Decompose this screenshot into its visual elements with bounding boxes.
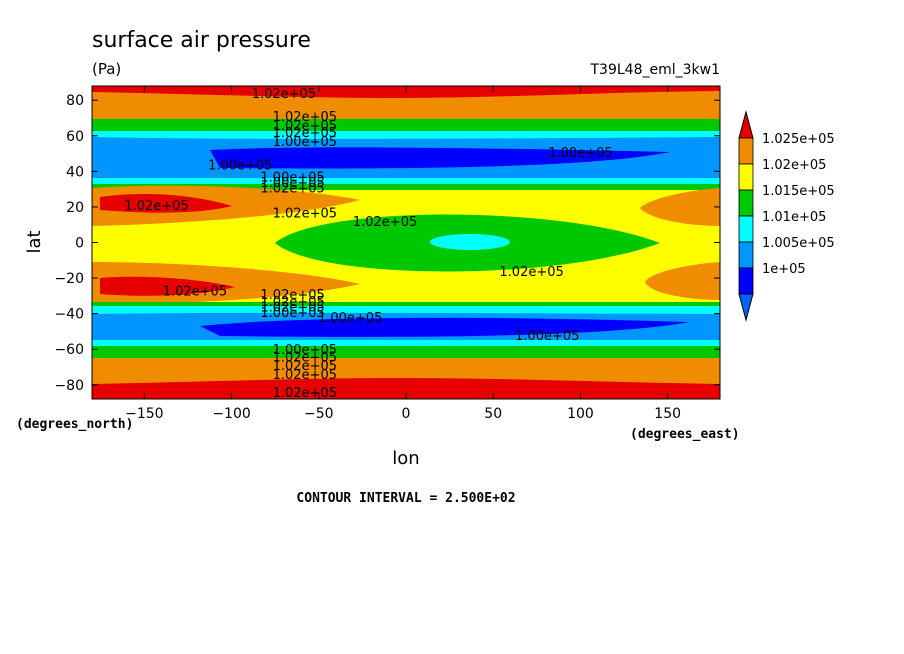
pressure-field	[92, 86, 720, 399]
colorbar-top-arrow	[738, 110, 754, 139]
band-north-cyan2	[92, 178, 720, 186]
contour-label: 1.02e+05	[273, 126, 337, 141]
band-north-green	[92, 119, 720, 133]
contour-label: 1.02e+05	[163, 285, 227, 300]
x-tick-label: −100	[212, 406, 250, 422]
contour-label: 1.00e+05	[548, 146, 612, 161]
band-north-low-core	[210, 147, 670, 169]
x-axis-ticks: −150 −100 −50 0 50 100 150	[125, 86, 681, 422]
colorbar-bottom-arrow	[738, 293, 754, 322]
contour-label-group: 1.02e+051.02e+051.02e+051.02e+051.00e+05…	[124, 87, 612, 401]
y-tick-label: −40	[54, 307, 84, 323]
contour-label: 1.02e+05	[273, 386, 337, 401]
y-tick-label: −60	[54, 342, 84, 358]
colorbar-level-label: 1.005e+05	[762, 236, 835, 251]
colorbar-swatch	[738, 137, 754, 165]
contour-label: 1.02e+05	[124, 199, 188, 214]
band-south-green2	[92, 346, 720, 360]
contour-label: 1.02e+05	[252, 87, 316, 102]
contour-label: 1.00e+05	[260, 176, 324, 191]
band-north-cyan	[92, 131, 720, 139]
equatorial-low-core	[430, 234, 510, 250]
x-tick-label: −50	[304, 406, 334, 422]
contour-label: 1.02e+05	[260, 295, 324, 310]
x-axis-label: lon	[392, 448, 419, 469]
contour-label: 1.00e+05	[260, 306, 324, 321]
colorbar-swatch	[738, 163, 754, 191]
x-tick-label: 50	[484, 406, 502, 422]
contour-label: 1.00e+05	[273, 135, 337, 150]
contour-label: 1.00e+05	[260, 171, 324, 186]
contour-interval-label: CONTOUR INTERVAL = 2.500E+02	[296, 491, 515, 506]
colorbar-level-label: 1e+05	[762, 262, 806, 277]
x-tick-label: −150	[125, 406, 163, 422]
y-tick-label: 80	[66, 93, 84, 109]
contour-label: 1.02e+05	[273, 350, 337, 365]
band-south-cyan2	[92, 340, 720, 348]
contour-label: 1.00e+05	[208, 158, 272, 173]
y-tick-label: −20	[54, 271, 84, 287]
chart-title: surface air pressure	[92, 28, 311, 53]
colorbar-swatch	[738, 189, 754, 217]
colorbar-level-label: 1.01e+05	[762, 210, 826, 225]
colorbar-level-label: 1.02e+05	[762, 158, 826, 173]
y-tick-label: 40	[66, 164, 84, 180]
high-cell-north-west-core	[100, 193, 232, 213]
colorbar-level-label: 1.025e+05	[762, 132, 835, 147]
y-units-label: (degrees_north)	[16, 417, 133, 432]
chart-units: (Pa)	[92, 60, 121, 78]
x-tick-label: 0	[402, 406, 411, 422]
contour-label: 1.02e+05	[260, 288, 324, 303]
y-tick-label: 60	[66, 129, 84, 145]
colorbar-swatch	[738, 267, 754, 295]
band-north-green2	[92, 184, 720, 190]
band-south-green	[92, 302, 720, 308]
contour-label: 1.02e+05	[273, 119, 337, 134]
contour-label: 1.02e+05	[499, 265, 563, 280]
experiment-label: T39L48_eml_3kw1	[590, 62, 721, 78]
high-cell-north-east	[640, 188, 720, 226]
contour-label: 1.00e+05	[273, 343, 337, 358]
high-cell-south-east	[645, 262, 720, 300]
contour-label: 1.02e+05	[353, 215, 417, 230]
colorbar: 1.025e+05 1.02e+05 1.015e+05 1.01e+05 1.005e…	[738, 110, 835, 322]
y-tick-label: 0	[75, 236, 84, 252]
contour-label: 1.02e+05	[260, 181, 324, 196]
contour-label: 1.02e+05	[273, 206, 337, 221]
y-tick-label: −80	[54, 378, 84, 394]
contour-label: 1.02e+05	[273, 368, 337, 383]
high-cell-south-west-core	[100, 276, 235, 296]
y-axis-ticks: 80 60 40 20 0 −20 −40 −60 −80	[54, 93, 720, 394]
colorbar-swatch	[738, 241, 754, 269]
contour-label: 1.02e+05	[273, 110, 337, 125]
contour-label: 1.00e+05	[318, 311, 382, 326]
x-units-label: (degrees_east)	[630, 427, 740, 442]
band-south-high-red	[92, 378, 720, 399]
contour-label: 1.00e+05	[515, 329, 579, 344]
colorbar-swatch	[738, 215, 754, 243]
contour-label: 1.02e+05	[273, 359, 337, 374]
x-tick-label: 150	[654, 406, 681, 422]
band-south-low-core	[200, 317, 690, 337]
colorbar-level-label: 1.015e+05	[762, 184, 835, 199]
contour-label: 1.02e+05	[260, 301, 324, 316]
y-tick-label: 20	[66, 200, 84, 216]
band-south-cyan	[92, 306, 720, 316]
y-axis-label: lat	[24, 230, 45, 253]
x-tick-label: 100	[567, 406, 594, 422]
